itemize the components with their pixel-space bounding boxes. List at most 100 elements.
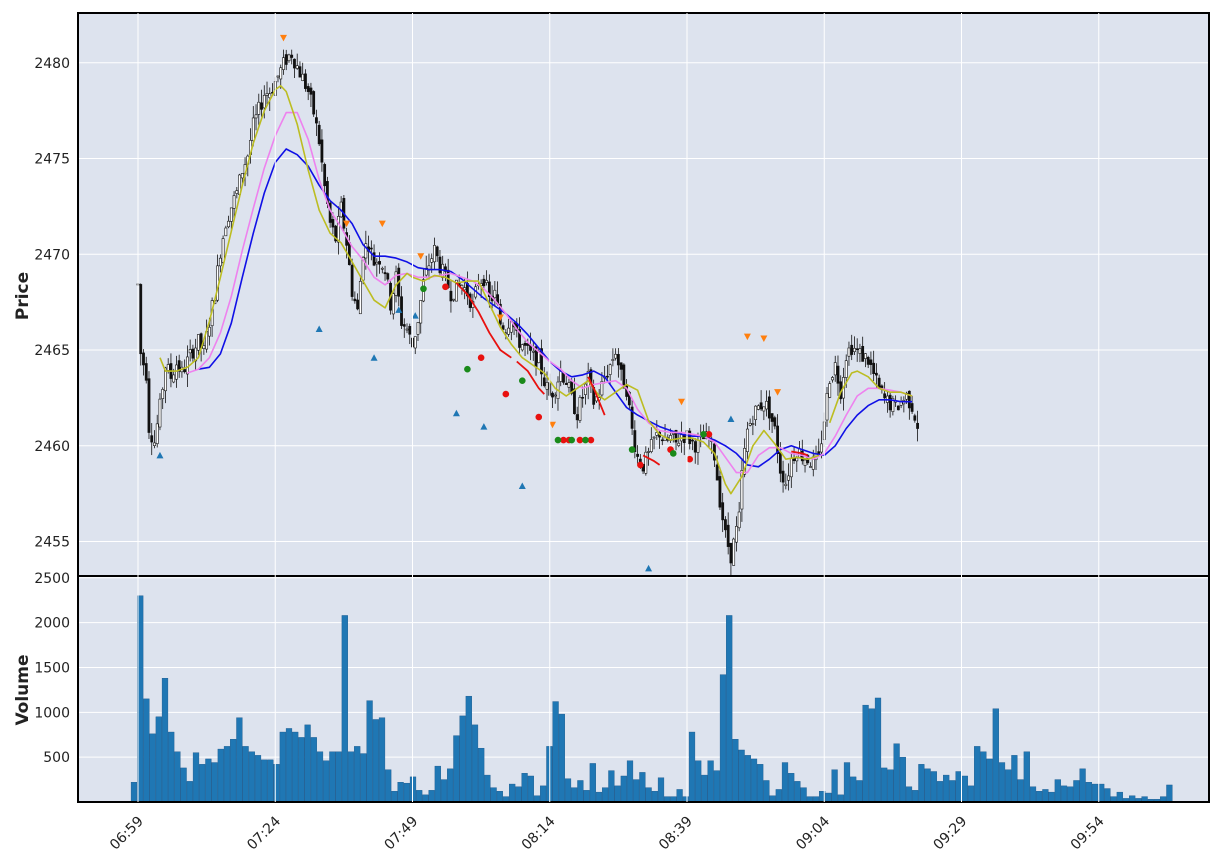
candle-body — [312, 91, 316, 115]
candle-body — [649, 439, 653, 452]
candle-body — [792, 458, 796, 462]
candle-body — [789, 458, 793, 478]
candle-body — [693, 441, 697, 453]
candle-body — [257, 101, 261, 115]
candle-body — [356, 299, 360, 310]
volume-axis-title: Volume — [13, 654, 33, 725]
volume-bar — [323, 760, 330, 803]
candle-body — [221, 238, 225, 263]
volume-bar — [496, 791, 503, 803]
candle-body — [540, 348, 543, 375]
signal-dot-red — [686, 455, 694, 463]
candle-body — [438, 256, 442, 274]
candle-body — [542, 377, 546, 386]
price-tick-label: 2465 — [34, 343, 70, 359]
volume-bar — [540, 785, 547, 803]
volume-bar — [372, 719, 379, 803]
volume-bar — [732, 739, 739, 803]
candle-body — [630, 406, 634, 429]
sell-marker — [417, 253, 425, 260]
volume-bar — [1104, 788, 1111, 803]
x-tick-label: 06:59 — [107, 814, 147, 854]
volume-tick-label: 1500 — [34, 660, 70, 676]
candle-body — [369, 247, 373, 250]
candle-body — [304, 73, 307, 89]
volume-bar — [856, 780, 863, 803]
candle-body — [696, 439, 700, 453]
candle-body — [748, 423, 752, 426]
volume-bar — [459, 715, 466, 803]
volume-bar — [905, 786, 913, 803]
candle-body — [564, 383, 568, 385]
buy-marker — [315, 325, 323, 332]
candle-body — [315, 117, 318, 124]
candle-body — [850, 344, 854, 355]
candle-body — [553, 394, 557, 397]
volume-bar — [143, 698, 150, 803]
volume-bar — [626, 760, 634, 803]
volume-bar — [347, 751, 355, 803]
volume-bar — [775, 789, 782, 803]
volume-bar — [248, 751, 255, 803]
volume-bar — [521, 773, 528, 803]
volume-bar — [1116, 791, 1123, 803]
candle-body — [323, 164, 327, 187]
volume-bar — [316, 751, 324, 803]
signal-dot-red — [502, 390, 510, 398]
volume-bar — [236, 717, 243, 803]
candle-body — [227, 220, 230, 228]
volume-bar — [620, 775, 627, 803]
volume-bar — [447, 768, 454, 803]
volume-bar — [924, 768, 931, 803]
candle-body — [745, 428, 749, 452]
candle-body — [869, 359, 873, 365]
volume-bar — [577, 780, 584, 803]
sell-marker — [279, 34, 287, 42]
candle-body — [284, 54, 288, 65]
volume-bar — [180, 767, 187, 803]
volume-bar — [354, 746, 361, 803]
candle-body — [306, 86, 310, 92]
candle-body — [358, 281, 362, 315]
candle-body — [353, 298, 357, 302]
volume-bar — [657, 777, 665, 803]
candle-body — [682, 434, 686, 444]
candle-body — [498, 303, 502, 325]
candle-body — [350, 264, 354, 297]
signal-dot-red — [576, 436, 584, 444]
volume-bar — [781, 762, 789, 803]
ma-fast-line — [828, 370, 913, 424]
candle-body — [391, 293, 395, 315]
candle-body — [726, 524, 730, 547]
volume-bar — [738, 749, 745, 803]
candle-body — [172, 374, 176, 383]
ma-red-segment — [587, 376, 606, 416]
candle-body — [773, 417, 777, 427]
candle-body — [883, 393, 887, 399]
volume-bar — [168, 731, 175, 803]
volume-bar — [825, 792, 832, 803]
candle-body — [861, 345, 865, 362]
volume-bar — [484, 774, 491, 803]
candle-body — [520, 344, 524, 351]
x-gridlines — [137, 13, 1100, 802]
signal-dot-green — [464, 365, 471, 373]
signal-dot-red — [637, 461, 644, 469]
candle-body — [702, 437, 705, 440]
candle-body — [831, 377, 834, 381]
x-tick-label: 09:54 — [1068, 813, 1108, 853]
price-tick-label: 2460 — [34, 439, 70, 455]
signal-dot-green — [519, 377, 526, 384]
candle-body — [196, 334, 200, 351]
volume-bar — [583, 790, 590, 803]
volume-bar — [217, 748, 224, 803]
candle-body — [633, 430, 637, 452]
volume-bar — [186, 781, 193, 803]
candle-body — [191, 348, 195, 359]
candle-body — [647, 451, 650, 453]
volume-bar — [254, 755, 262, 803]
price-tick-label: 2455 — [34, 535, 70, 551]
candle-body — [551, 392, 554, 398]
candle-body — [888, 394, 892, 411]
candle-body — [677, 442, 681, 446]
